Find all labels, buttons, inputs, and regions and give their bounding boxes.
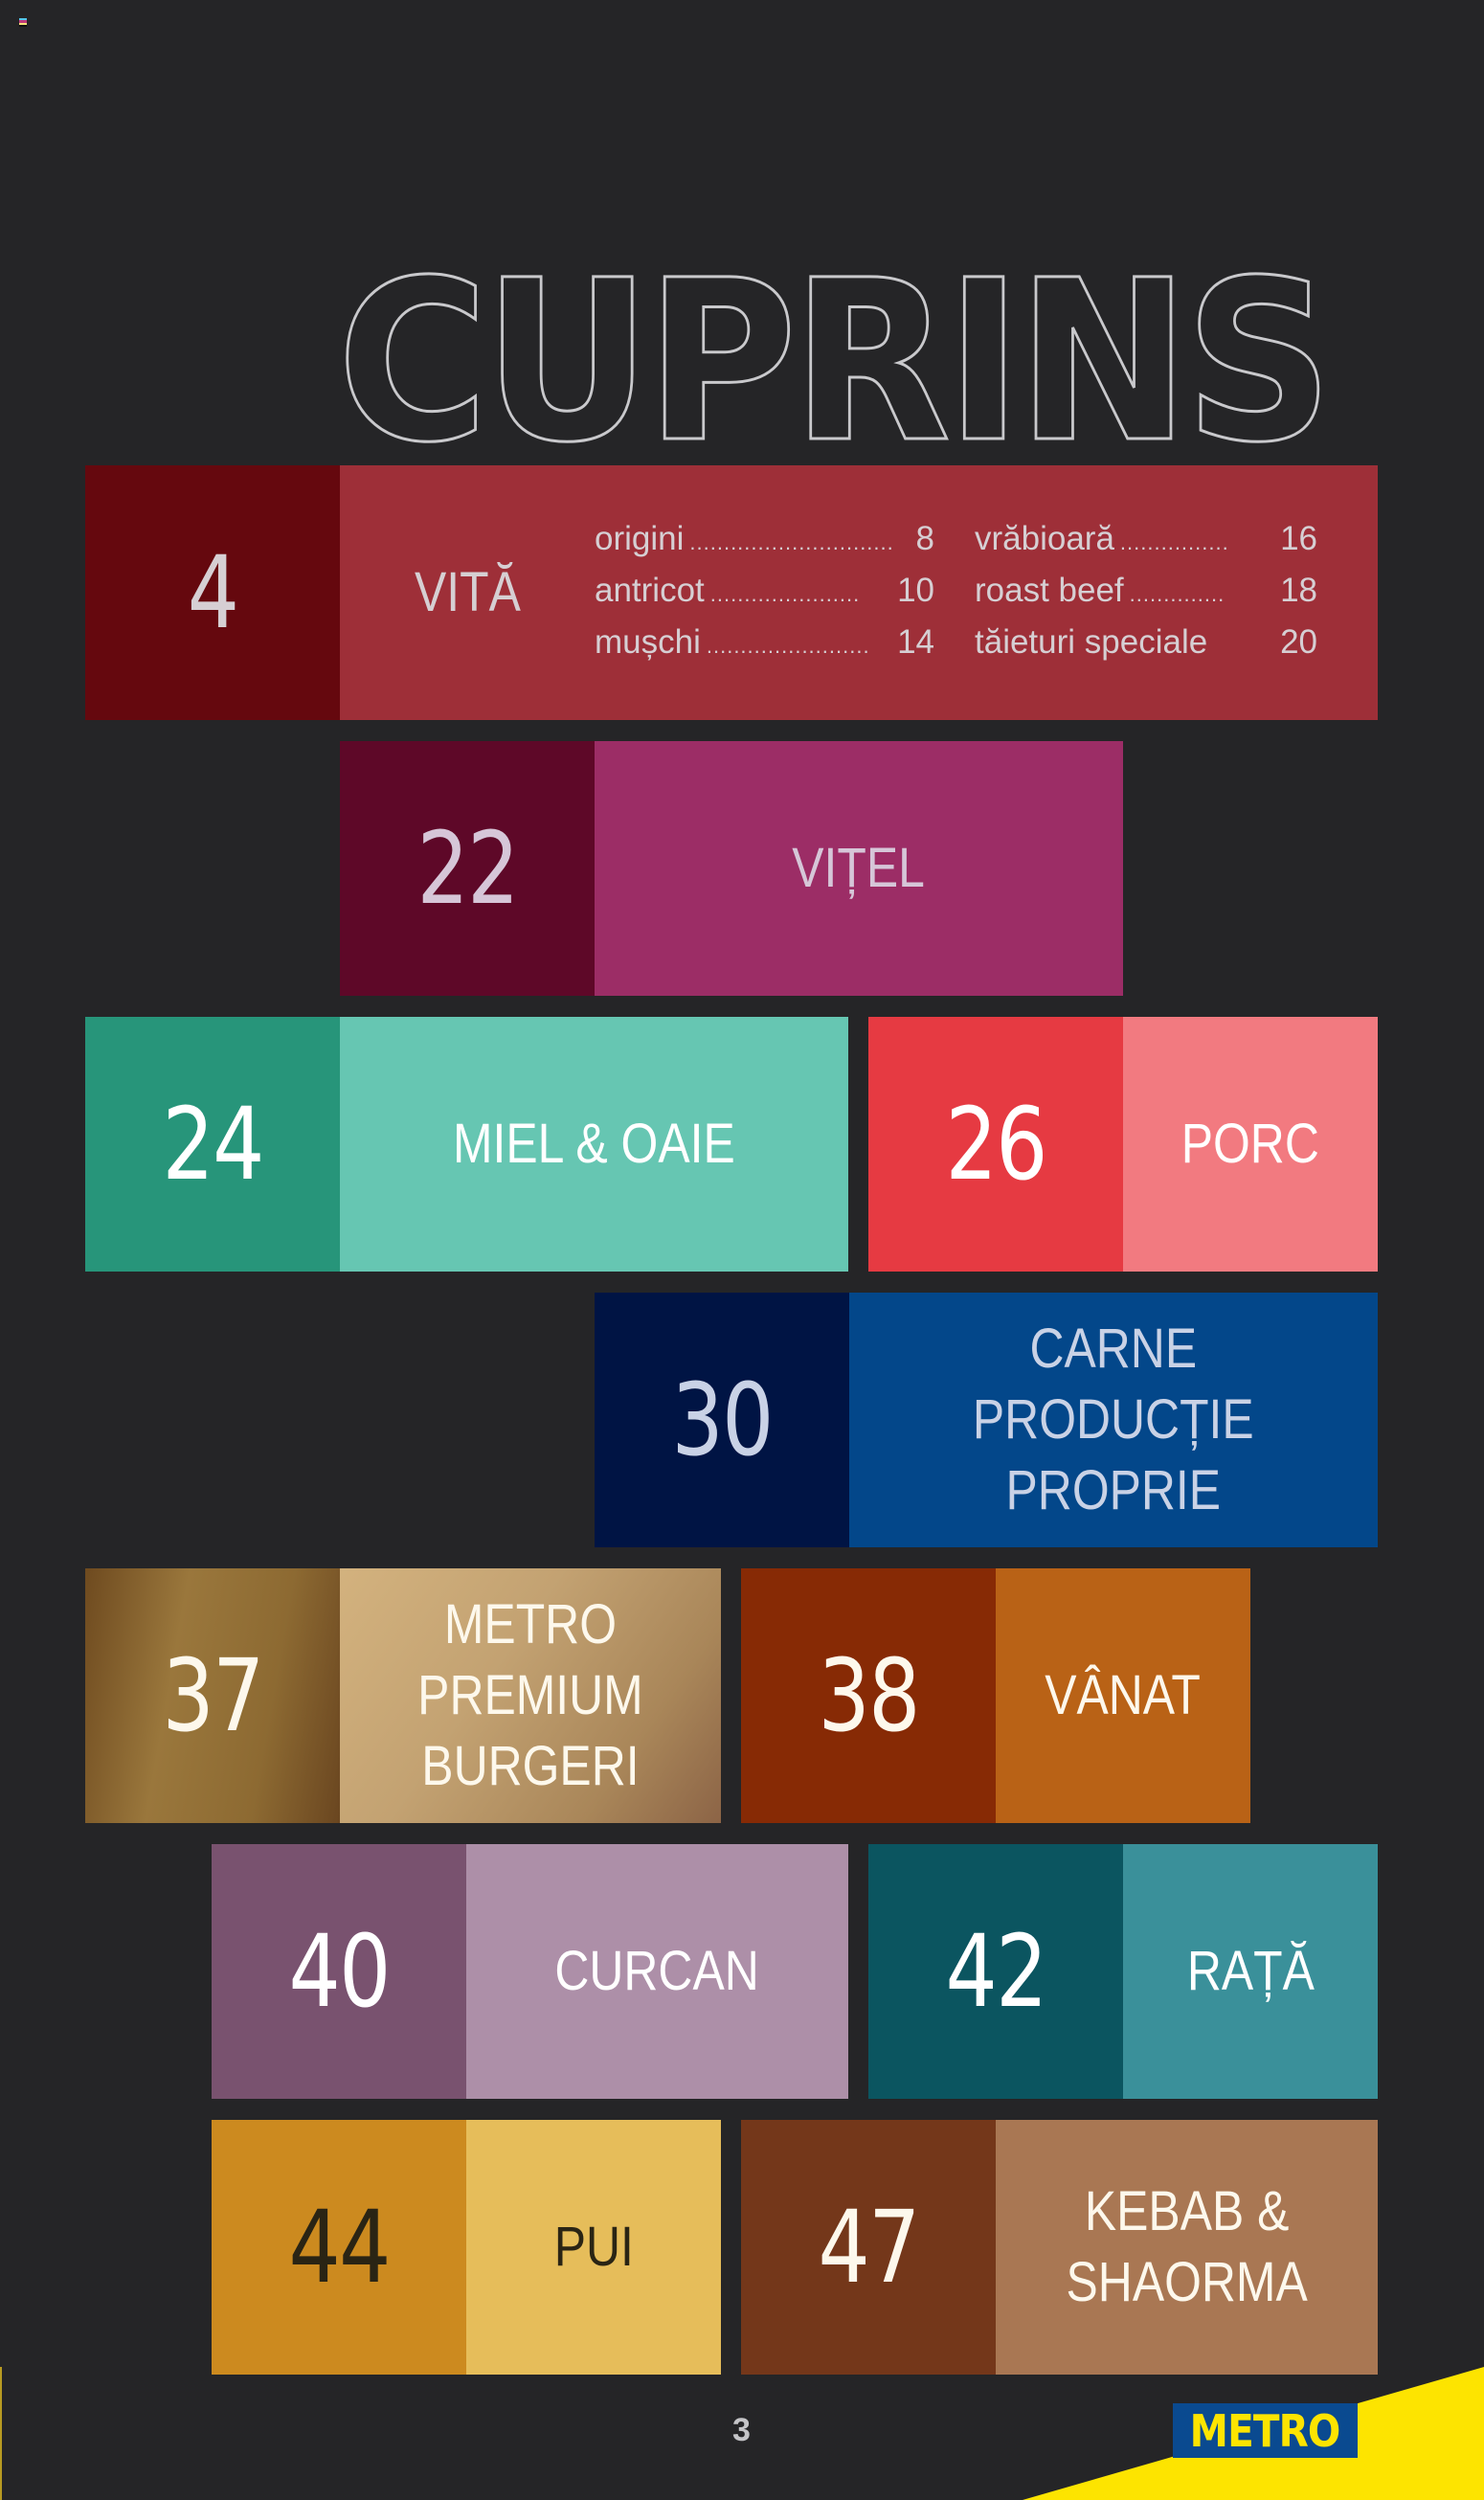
subsection-name: vrăbioară: [975, 520, 1114, 557]
subsection-name: tăieturi speciale: [975, 623, 1208, 661]
page-title: CUPRINS: [336, 233, 1335, 491]
section-label-cell: CURCAN: [466, 1844, 848, 2099]
logo-text: METRO: [1190, 2404, 1341, 2457]
subsection-page: 16: [1280, 520, 1317, 557]
section-label-cell: KEBAB & SHAORMA: [996, 2120, 1378, 2375]
page-number-cell: 38: [741, 1568, 996, 1823]
page-number: 26: [945, 1086, 1047, 1203]
dot-leader: ......................: [709, 582, 861, 606]
page-number: 24: [162, 1086, 264, 1203]
page-number-cell: 42: [868, 1844, 1123, 2099]
section-label-cell: VIȚEL: [595, 741, 1123, 996]
section-label-cell: METRO PREMIUM BURGERI: [340, 1568, 721, 1823]
section-label: RAȚĂ: [1186, 1940, 1315, 2002]
page-number-cell: 44: [212, 2120, 466, 2375]
subsection-item[interactable]: tăieturi speciale 20: [934, 619, 1317, 670]
subsection-item[interactable]: vrăbioară ................ 16: [934, 515, 1317, 567]
section-label: METRO PREMIUM BURGERI: [417, 1593, 643, 1797]
subsection-item[interactable]: origini .............................. 8: [595, 515, 934, 567]
toc-entry-pui[interactable]: 44 PUI: [212, 2120, 721, 2375]
section-label: VITĂ: [414, 561, 521, 623]
section-label: MIEL & OAIE: [453, 1113, 735, 1175]
page-number: 30: [671, 1362, 774, 1478]
page-number-footer: 3: [732, 2412, 751, 2448]
section-label: PUI: [553, 2216, 634, 2278]
toc-entry-metro-premium-burgeri[interactable]: 37 METRO PREMIUM BURGERI: [85, 1568, 721, 1823]
page-number: 42: [945, 1913, 1047, 2030]
section-label-cell: PUI: [466, 2120, 721, 2375]
metro-logo[interactable]: METRO: [1173, 2403, 1358, 2458]
subsection-page: 18: [1280, 572, 1317, 609]
toc-entry-curcan[interactable]: 40 CURCAN: [212, 1844, 848, 2099]
page-number-cell: 47: [741, 2120, 996, 2375]
page-number: 38: [818, 1637, 920, 1754]
section-label-cell: PORC: [1123, 1017, 1378, 1272]
toc-entry-carne-productie-proprie[interactable]: 30 CARNE PRODUCȚIE PROPRIE: [595, 1293, 1378, 1547]
section-label: KEBAB & SHAORMA: [1066, 2180, 1308, 2313]
subsection-name: antricot: [595, 572, 705, 609]
dot-leader: ........................: [706, 634, 870, 658]
page-number-cell: 22: [340, 741, 595, 996]
toc-entry-rata[interactable]: 42 RAȚĂ: [868, 1844, 1378, 2099]
section-label-cell: CARNE PRODUCȚIE PROPRIE: [849, 1293, 1378, 1547]
toc-entry-vitel[interactable]: 22 VIȚEL: [340, 741, 1123, 996]
page-number-cell: 37: [85, 1568, 340, 1823]
section-label: CARNE PRODUCȚIE PROPRIE: [973, 1318, 1254, 1521]
subsection-name: mușchi: [595, 623, 701, 661]
section-label-cell: VÂNAT: [996, 1568, 1250, 1823]
print-color-marker: [19, 18, 27, 27]
page-number-cell: 40: [212, 1844, 466, 2099]
page-number: 47: [818, 2189, 920, 2306]
section-label-cell: MIEL & OAIE: [340, 1017, 848, 1272]
page-number: 40: [288, 1913, 391, 2030]
page-number: 22: [416, 810, 519, 927]
page-number-cell: 4: [85, 465, 340, 720]
page-number-cell: 26: [868, 1017, 1123, 1272]
dot-leader: ..............................: [689, 530, 894, 554]
subsection-item[interactable]: mușchi ........................ 14: [595, 619, 934, 670]
dot-leader: ..............: [1129, 582, 1225, 606]
subsection-item[interactable]: antricot ...................... 10: [595, 567, 934, 619]
section-label: VÂNAT: [1045, 1664, 1202, 1726]
toc-entry-vanat[interactable]: 38 VÂNAT: [741, 1568, 1250, 1823]
page-number: 37: [162, 1637, 264, 1754]
page-edge-accent: [0, 2367, 2, 2500]
dot-leader: ................: [1119, 530, 1229, 554]
subsection-name: origini: [595, 520, 685, 557]
section-label-cell: RAȚĂ: [1123, 1844, 1378, 2099]
toc-entry-vita[interactable]: 4 VITĂ origini .........................…: [85, 465, 1378, 720]
subsection-list: origini .............................. 8…: [595, 465, 1378, 720]
subsection-name: roast beef: [975, 572, 1124, 609]
subsection-page: 8: [915, 520, 934, 557]
subsection-page: 10: [897, 572, 934, 609]
toc-entry-kebab-shaorma[interactable]: 47 KEBAB & SHAORMA: [741, 2120, 1378, 2375]
section-label-cell: VITĂ: [340, 465, 595, 720]
page-number-cell: 24: [85, 1017, 340, 1272]
section-label: CURCAN: [554, 1940, 760, 2002]
page-number: 44: [288, 2189, 391, 2306]
toc-entry-miel-oaie[interactable]: 24 MIEL & OAIE: [85, 1017, 848, 1272]
subsection-page: 20: [1280, 623, 1317, 661]
page-number-cell: 30: [595, 1293, 849, 1547]
page-number: 4: [187, 534, 239, 651]
toc-entry-porc[interactable]: 26 PORC: [868, 1017, 1378, 1272]
subsection-item[interactable]: roast beef .............. 18: [934, 567, 1317, 619]
section-label: VIȚEL: [792, 837, 926, 899]
subsection-page: 14: [897, 623, 934, 661]
section-label: PORC: [1180, 1113, 1320, 1175]
